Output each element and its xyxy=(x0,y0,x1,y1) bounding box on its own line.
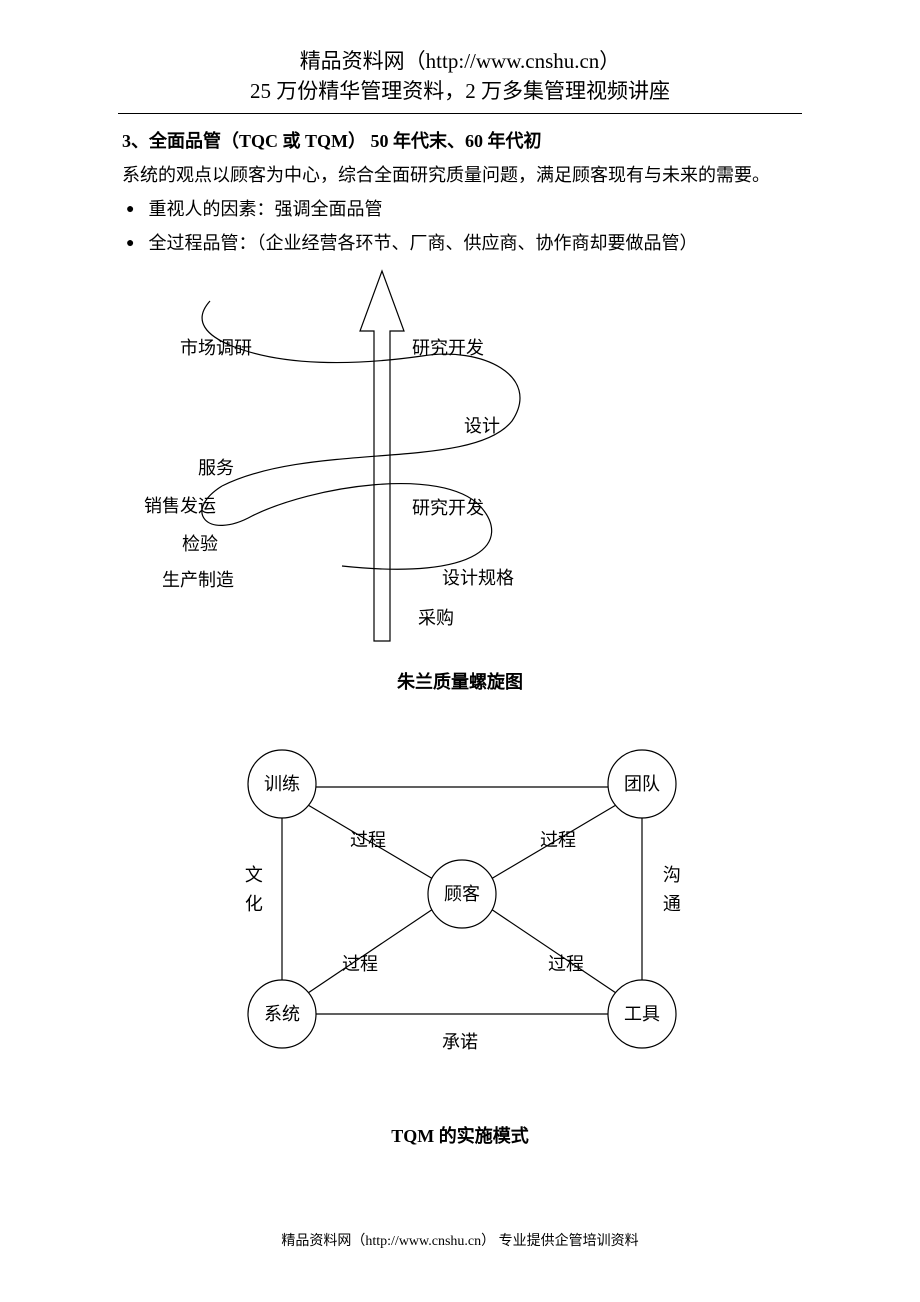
edge-label: 过程 xyxy=(540,823,576,857)
spiral-diagram: 市场调研 服务 销售发运 检验 生产制造 研究开发 设计 研究开发 设计规格 采… xyxy=(112,261,792,651)
spiral-label: 生产制造 xyxy=(162,563,234,597)
edge-label: 过程 xyxy=(342,947,378,981)
page-content: 3、全面品管（TQC 或 TQM） 50 年代末、60 年代初 系统的观点以顾客… xyxy=(0,114,920,1153)
section-para: 系统的观点以顾客为中心，综合全面研究质量问题，满足顾客现有与未来的需要。 xyxy=(122,158,798,192)
bullet-list: 重视人的因素：强调全面品管 全过程品管：（企业经营各环节、厂商、供应商、协作商却… xyxy=(122,192,798,260)
node-label-bl: 系统 xyxy=(264,1004,300,1024)
spiral-caption: 朱兰质量螺旋图 xyxy=(122,665,798,699)
node-label-br: 工具 xyxy=(624,1004,660,1024)
spiral-label: 销售发运 xyxy=(144,489,216,523)
edge-label: 过程 xyxy=(350,823,386,857)
node-label-center: 顾客 xyxy=(444,884,480,904)
header-line-2: 25 万份精华管理资料，2 万多集管理视频讲座 xyxy=(0,76,920,106)
bullet-text: 全过程品管：（企业经营各环节、厂商、供应商、协作商却要做品管） xyxy=(148,233,697,253)
edge-label-right: 沟通 xyxy=(662,861,682,919)
edge-label: 过程 xyxy=(548,947,584,981)
spiral-label: 服务 xyxy=(198,451,234,485)
footer-text: 精品资料网（http://www.cnshu.cn） 专业提供企管培训资料 xyxy=(281,1234,638,1249)
tqm-caption: TQM 的实施模式 xyxy=(122,1119,798,1153)
spiral-label: 市场调研 xyxy=(180,331,252,365)
spiral-label: 研究开发 xyxy=(412,491,484,525)
section-title: 3、全面品管（TQC 或 TQM） 50 年代末、60 年代初 xyxy=(122,124,798,158)
node-label-tr: 团队 xyxy=(624,774,660,794)
spiral-label: 研究开发 xyxy=(412,331,484,365)
spiral-label: 设计 xyxy=(464,409,500,443)
edge-label-left: 文化 xyxy=(244,861,264,919)
bullet-item: 全过程品管：（企业经营各环节、厂商、供应商、协作商却要做品管） xyxy=(122,226,798,260)
bullet-item: 重视人的因素：强调全面品管 xyxy=(122,192,798,226)
bullet-text: 重视人的因素：强调全面品管 xyxy=(148,199,382,219)
tqm-diagram: 顾客 训练 团队 系统 工具 过程 过程 过程 过程 承诺 文化 沟通 xyxy=(162,739,842,1069)
tqm-node-labels: 顾客 训练 团队 系统 工具 xyxy=(264,774,660,1024)
node-label-tl: 训练 xyxy=(264,774,300,794)
header-line-1: 精品资料网（http://www.cnshu.cn） xyxy=(0,46,920,76)
edge-label-bottom: 承诺 xyxy=(442,1025,478,1059)
spiral-label: 检验 xyxy=(182,527,218,561)
page-footer: 精品资料网（http://www.cnshu.cn） 专业提供企管培训资料 xyxy=(0,1230,920,1250)
page-header: 精品资料网（http://www.cnshu.cn） 25 万份精华管理资料，2… xyxy=(0,0,920,107)
spiral-label: 采购 xyxy=(418,601,454,635)
spiral-label: 设计规格 xyxy=(442,561,514,595)
